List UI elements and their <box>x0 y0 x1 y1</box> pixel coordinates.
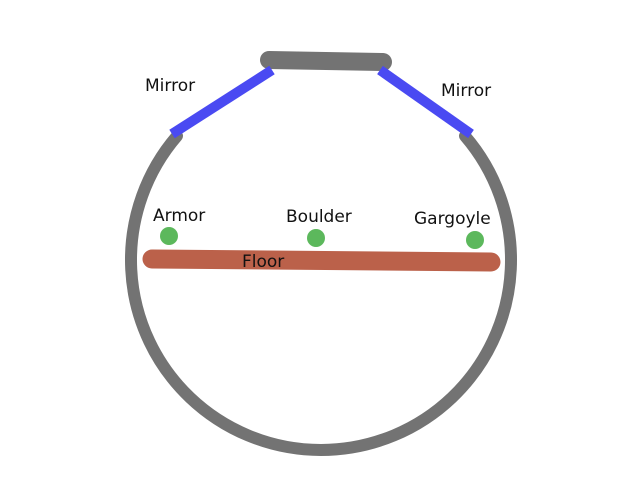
gargoyle-label: Gargoyle <box>414 209 491 229</box>
armor-label: Armor <box>153 206 205 226</box>
mirror-right-label: Mirror <box>441 81 491 101</box>
boulder-marker <box>307 229 325 247</box>
top-bar <box>260 51 392 71</box>
gargoyle-marker <box>466 231 484 249</box>
circular-wall <box>125 130 517 456</box>
mirror-left-label: Mirror <box>145 76 195 96</box>
mirror-left <box>169 65 275 139</box>
floor-label: Floor <box>242 252 284 272</box>
floor-bar <box>142 249 501 272</box>
armor-marker <box>160 227 178 245</box>
boulder-label: Boulder <box>286 207 352 227</box>
mirror-right <box>377 65 474 139</box>
